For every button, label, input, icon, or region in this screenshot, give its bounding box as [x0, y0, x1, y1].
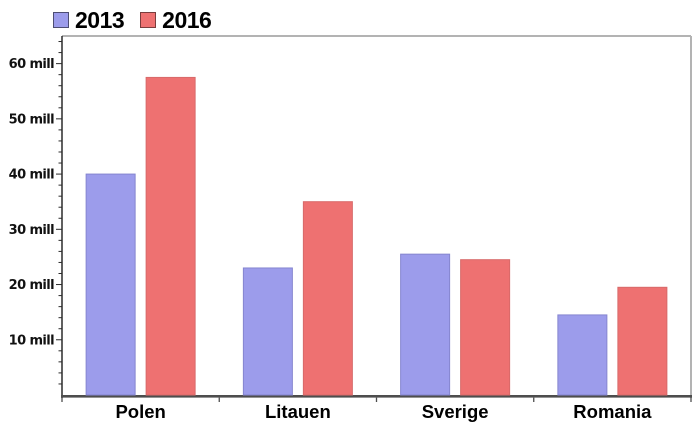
x-category-label: Romania: [573, 401, 652, 422]
legend-item-2013: 2013: [53, 7, 125, 33]
bar-romania-2016: [617, 286, 668, 396]
x-category-label: Sverige: [422, 401, 489, 422]
y-tick-label: 10 mill: [9, 333, 54, 348]
legend-item-2016: 2016: [140, 7, 212, 33]
bar-polen-2013: [85, 173, 136, 396]
legend-swatch-2016: [140, 12, 157, 28]
legend-label-2016: 2016: [162, 7, 212, 33]
legend-swatch-2013: [53, 12, 69, 28]
y-tick-label: 60 mill: [9, 57, 54, 72]
x-category-label: Litauen: [265, 401, 331, 422]
y-tick-label: 40 mill: [9, 168, 54, 183]
x-axis-line: [61, 395, 692, 398]
bar-polen-2016: [145, 76, 196, 396]
legend-label-2013: 2013: [75, 7, 125, 33]
y-tick-label: 20 mill: [9, 278, 54, 293]
legend: 2013 2016: [53, 7, 212, 33]
bar-litauen-2016: [302, 201, 353, 396]
y-tick-label: 30 mill: [9, 223, 54, 238]
x-category-label: Polen: [115, 401, 165, 422]
bar-litauen-2013: [242, 267, 293, 396]
bar-romania-2013: [557, 314, 608, 396]
bar-sverige-2013: [400, 253, 451, 396]
y-tick-label: 50 mill: [9, 112, 54, 127]
bar-sverige-2016: [460, 259, 511, 396]
